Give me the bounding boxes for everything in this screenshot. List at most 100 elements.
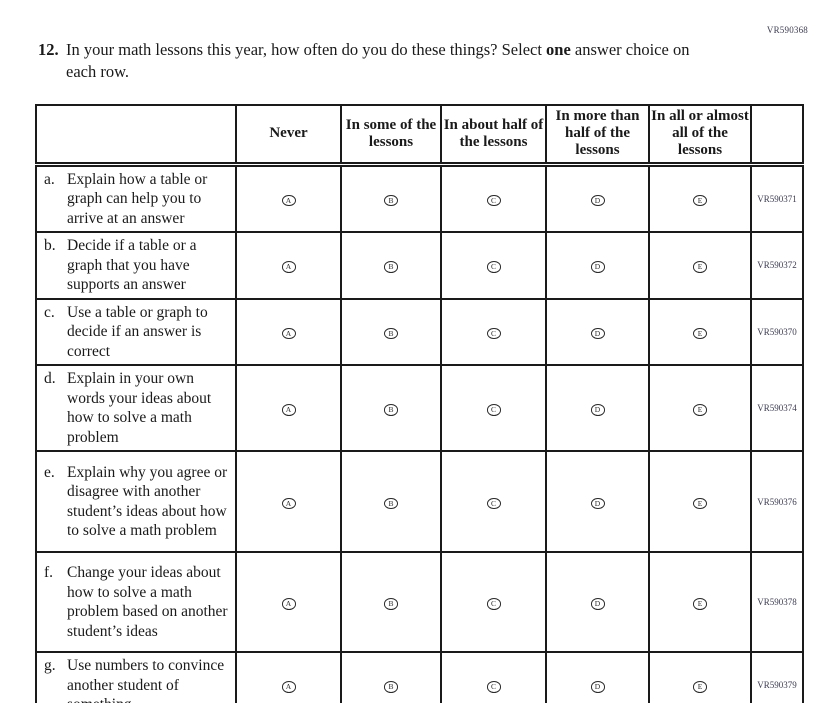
answer-bubble-a[interactable]: A bbox=[281, 327, 296, 340]
row-label-cell: a. Explain how a table or graph can help … bbox=[35, 163, 237, 233]
bubble-letter: A bbox=[285, 195, 292, 205]
answer-cell-all: E bbox=[648, 364, 752, 452]
answer-bubble-e[interactable]: E bbox=[693, 598, 707, 610]
answer-bubble-c[interactable]: C bbox=[486, 261, 501, 273]
table-row-g: g. Use numbers to convince another studen… bbox=[35, 651, 804, 703]
answer-bubble-e[interactable]: E bbox=[693, 261, 707, 273]
bubble-letter: D bbox=[594, 599, 601, 608]
bubble-letter: B bbox=[388, 599, 394, 608]
answer-bubble-a[interactable]: A bbox=[281, 497, 296, 509]
row-label-cell: e. Explain why you agree or disagree with… bbox=[35, 450, 237, 553]
answer-bubble-d[interactable]: D bbox=[590, 681, 605, 693]
answer-bubble-b[interactable]: B bbox=[384, 681, 398, 693]
answer-bubble-e[interactable]: E bbox=[693, 327, 707, 340]
row-label: Decide if a table or a graph that you ha… bbox=[67, 237, 197, 293]
row-label-cell: f. Change your ideas about how to solve a… bbox=[35, 551, 237, 653]
bubble-letter: C bbox=[490, 195, 496, 205]
answer-bubble-d[interactable]: D bbox=[590, 261, 605, 273]
bubble-letter: D bbox=[594, 195, 601, 205]
answer-bubble-c[interactable]: C bbox=[486, 681, 501, 693]
row-label: Explain how a table or graph can help yo… bbox=[67, 170, 208, 227]
answer-bubble-a[interactable]: A bbox=[281, 261, 296, 273]
header-never: Never bbox=[235, 104, 342, 167]
table-row-b: b. Decide if a table or a graph that you … bbox=[35, 231, 804, 300]
bubble-letter: D bbox=[594, 498, 601, 508]
answer-bubble-c[interactable]: C bbox=[486, 194, 501, 207]
row-label: Use a table or graph to decide if an ans… bbox=[67, 303, 208, 360]
answer-bubble-b[interactable]: B bbox=[384, 194, 398, 207]
answer-cell-about-half: C bbox=[440, 231, 547, 300]
answer-bubble-e[interactable]: E bbox=[693, 497, 707, 509]
answer-cell-some: B bbox=[340, 651, 442, 703]
bubble-letter: A bbox=[285, 682, 292, 692]
bubble-letter: C bbox=[490, 498, 496, 508]
answer-bubble-b[interactable]: B bbox=[384, 404, 398, 416]
answer-cell-all: E bbox=[648, 551, 752, 653]
row-letter: f. bbox=[44, 564, 54, 581]
header-all-lessons: In all or almost all of the lessons bbox=[648, 104, 752, 167]
answer-bubble-c[interactable]: C bbox=[486, 497, 501, 509]
header-row: Never In some of the lessons In about ha… bbox=[35, 104, 804, 167]
answer-bubble-a[interactable]: A bbox=[281, 681, 296, 693]
header-more-than-half: In more than half of the lessons bbox=[545, 104, 650, 167]
answer-bubble-e[interactable]: E bbox=[693, 681, 707, 693]
answer-bubble-b[interactable]: B bbox=[384, 598, 398, 610]
answer-cell-some: B bbox=[340, 364, 442, 452]
answer-cell-about-half: C bbox=[440, 651, 547, 703]
answer-bubble-d[interactable]: D bbox=[590, 194, 605, 207]
question-number: 12. bbox=[38, 40, 59, 59]
row-label-cell: d. Explain in your own words your ideas a… bbox=[35, 364, 237, 452]
row-letter: g. bbox=[44, 657, 56, 674]
bubble-letter: E bbox=[697, 498, 703, 508]
row-letter: c. bbox=[44, 303, 55, 321]
answer-bubble-c[interactable]: C bbox=[486, 327, 501, 340]
answer-cell-some: B bbox=[340, 231, 442, 300]
table-row-d: d. Explain in your own words your ideas a… bbox=[35, 364, 804, 452]
table-row-f: f. Change your ideas about how to solve a… bbox=[35, 551, 804, 653]
row-label-cell: b. Decide if a table or a graph that you … bbox=[35, 231, 237, 300]
answer-cell-about-half: C bbox=[440, 163, 547, 233]
answer-cell-some: B bbox=[340, 297, 442, 366]
answer-cell-never: A bbox=[235, 651, 342, 703]
page-accession-code: VR590368 bbox=[766, 25, 808, 35]
row-letter: b. bbox=[44, 237, 56, 254]
bubble-letter: A bbox=[285, 328, 292, 338]
answer-cell-some: B bbox=[340, 163, 442, 233]
answer-bubble-d[interactable]: D bbox=[590, 404, 605, 416]
answer-bubble-d[interactable]: D bbox=[590, 327, 605, 340]
row-vr-code: VR590370 bbox=[750, 297, 804, 366]
bubble-letter: E bbox=[697, 328, 703, 338]
answer-bubble-d[interactable]: D bbox=[590, 598, 605, 610]
bubble-letter: D bbox=[594, 682, 601, 692]
answer-cell-all: E bbox=[648, 297, 752, 366]
row-letter: a. bbox=[44, 170, 55, 188]
row-label: Use numbers to convince another student … bbox=[67, 657, 225, 703]
bubble-letter: D bbox=[594, 405, 601, 414]
row-label: Change your ideas about how to solve a m… bbox=[67, 564, 228, 640]
bubble-letter: B bbox=[388, 682, 394, 692]
answer-cell-never: A bbox=[235, 551, 342, 653]
answer-bubble-b[interactable]: B bbox=[384, 497, 398, 509]
answer-bubble-a[interactable]: A bbox=[281, 404, 296, 416]
answer-bubble-b[interactable]: B bbox=[384, 327, 398, 340]
answer-bubble-a[interactable]: A bbox=[281, 194, 296, 207]
answer-bubble-e[interactable]: E bbox=[693, 194, 707, 207]
row-vr-code: VR590374 bbox=[750, 364, 804, 452]
question-bold-word: one bbox=[546, 40, 571, 59]
answer-bubble-c[interactable]: C bbox=[486, 404, 501, 416]
answer-bubble-a[interactable]: A bbox=[281, 598, 296, 610]
row-label: Explain in your own words your ideas abo… bbox=[67, 370, 212, 446]
header-about-half: In about half of the lessons bbox=[440, 104, 547, 167]
answer-bubble-b[interactable]: B bbox=[384, 261, 398, 273]
answer-bubble-d[interactable]: D bbox=[590, 497, 605, 509]
answer-bubble-c[interactable]: C bbox=[486, 598, 501, 610]
bubble-letter: A bbox=[285, 405, 292, 414]
bubble-letter: E bbox=[697, 262, 703, 272]
answer-cell-all: E bbox=[648, 163, 752, 233]
answer-cell-more-half: D bbox=[545, 364, 650, 452]
answer-cell-some: B bbox=[340, 450, 442, 553]
answer-bubble-e[interactable]: E bbox=[693, 404, 707, 416]
question-stem: 12. In your math lessons this year, how … bbox=[38, 39, 710, 83]
header-some-lessons: In some of the lessons bbox=[340, 104, 442, 167]
question-text-end: answer choice on each row. bbox=[66, 40, 690, 81]
